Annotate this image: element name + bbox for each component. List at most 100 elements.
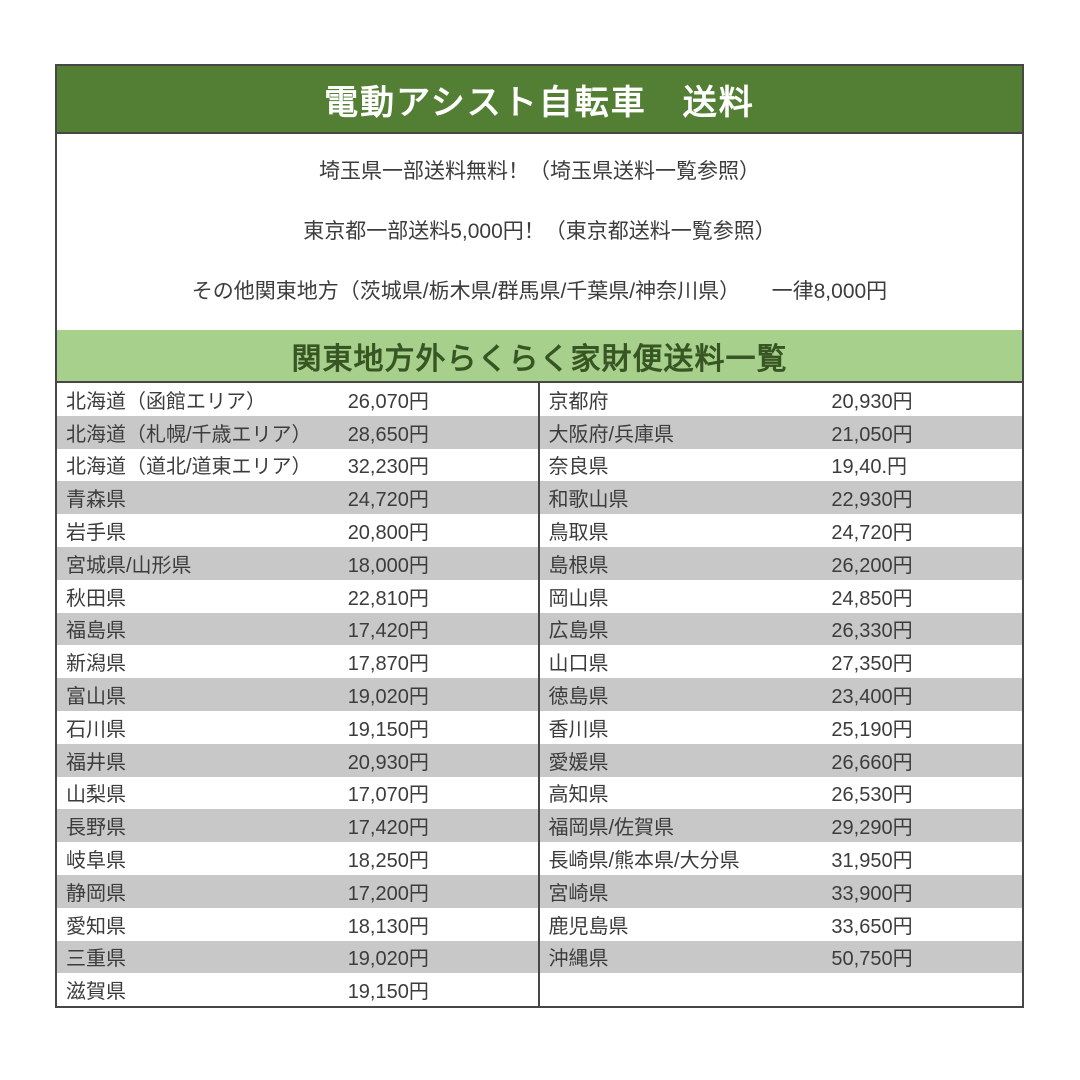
table-row: 福島県 17,420円 (57, 612, 538, 646)
price-cell: 20,800円 (347, 522, 429, 545)
price-cell: 18,000円 (347, 554, 429, 577)
table-row: 岐阜県 18,250円 (57, 842, 538, 875)
fee-table-right-column: 京都府 20,930円大阪府/兵庫県 21,050円奈良県 19,40.円和歌山県 22… (539, 383, 1022, 1007)
table-row: 宮城県/山形県 18,000円 (57, 546, 538, 580)
price-cell: 19,150円 (347, 718, 429, 741)
table-row: 宮崎県 33,900円 (539, 874, 1022, 908)
region-cell: 青森県 (66, 489, 126, 512)
region-cell: 富山県 (66, 686, 126, 709)
note-saitama: 埼玉県一部送料無料！（埼玉県送料一覧参照） (319, 160, 760, 184)
table-row: 広島県 26,330円 (539, 612, 1022, 646)
region-cell: 静岡県 (66, 882, 126, 905)
price-cell: 17,420円 (347, 817, 429, 840)
price-cell: 17,420円 (347, 620, 429, 643)
region-cell: 京都府 (548, 390, 609, 413)
table-row: 鹿児島県 33,650円 (539, 907, 1022, 941)
table-row: 静岡県 17,200円 (57, 874, 538, 908)
region-cell: 愛知県 (66, 915, 126, 938)
region-cell: 島根県 (548, 554, 609, 577)
price-cell: 22,810円 (347, 587, 429, 610)
region-cell: 北海道（札幌/千歳エリア） (66, 423, 312, 446)
page-title: 電動アシスト自転車 送料 (57, 66, 1022, 134)
price-cell: 18,250円 (347, 850, 429, 873)
price-cell: 21,050円 (831, 423, 913, 446)
fee-table-left-column: 北海道（函館エリア） 26,070円 北海道（札幌/千歳エリア） 28,650円 北海道… (57, 383, 540, 1007)
price-cell: 33,900円 (831, 882, 913, 905)
price-cell: 26,660円 (831, 751, 913, 774)
note-other-kanto: その他関東地方（茨城県/栃木県/群馬県/千葉県/神奈川県） 一律8,000円 (191, 280, 888, 304)
price-cell: 20,930円 (831, 390, 913, 413)
region-cell: 新潟県 (66, 653, 126, 676)
price-cell: 28,650円 (347, 423, 429, 446)
table-row: 富山県 19,020円 (57, 678, 538, 711)
table-row: 沖縄県 50,750円 (539, 940, 1022, 974)
region-cell: 北海道（函館エリア） (66, 390, 266, 413)
region-cell: 北海道（道北/道東エリア） (66, 456, 312, 479)
region-cell: 秋田県 (66, 587, 126, 610)
fee-table: 北海道（函館エリア） 26,070円 北海道（札幌/千歳エリア） 28,650円 北海道… (57, 383, 1022, 1007)
table-row: 岡山県 24,850円 (539, 579, 1022, 613)
region-cell: 広島県 (548, 620, 609, 643)
region-cell: 山梨県 (66, 784, 126, 807)
price-cell: 25,190円 (831, 718, 913, 741)
region-cell: 石川県 (66, 718, 126, 741)
region-cell: 高知県 (548, 784, 609, 807)
table-row: 島根県 26,200円 (539, 546, 1022, 580)
region-cell: 和歌山県 (548, 489, 629, 512)
region-cell: 福井県 (66, 751, 126, 774)
region-cell: 福岡県/佐賀県 (548, 817, 675, 840)
price-cell: 27,350円 (831, 653, 913, 676)
table-row: 長野県 17,420円 (57, 809, 538, 843)
table-row: 山梨県 17,070円 (57, 776, 538, 810)
table-row: 北海道（札幌/千歳エリア） 28,650円 (57, 415, 538, 449)
table-row: 大阪府/兵庫県 21,050円 (539, 415, 1022, 449)
shipping-notes: 埼玉県一部送料無料！（埼玉県送料一覧参照） 東京都一部送料5,000円！（東京都… (57, 134, 1022, 330)
price-cell: 26,530円 (831, 784, 913, 807)
region-cell: 福島県 (66, 620, 126, 643)
table-row: 奈良県 19,40.円 (539, 448, 1022, 482)
table-row: 高知県 26,530円 (539, 776, 1022, 810)
region-cell: 三重県 (66, 948, 126, 971)
region-cell: 香川県 (548, 718, 609, 741)
price-cell: 26,200円 (831, 554, 913, 577)
price-cell: 19,020円 (347, 686, 429, 709)
price-cell: 19,40.円 (831, 456, 908, 479)
price-cell: 24,720円 (831, 522, 913, 545)
table-row: 青森県 24,720円 (57, 481, 538, 515)
table-row: 秋田県 22,810円 (57, 579, 538, 613)
region-cell: 岩手県 (66, 522, 126, 545)
table-row: 福岡県/佐賀県 29,290円 (539, 809, 1022, 843)
table-row: 石川県 19,150円 (57, 710, 538, 744)
region-cell: 大阪府/兵庫県 (548, 423, 675, 446)
price-cell: 26,070円 (347, 390, 429, 413)
price-cell: 20,930円 (347, 751, 429, 774)
region-cell: 徳島県 (548, 686, 609, 709)
region-cell: 長野県 (66, 817, 126, 840)
fee-table-title: 関東地方外らくらく家財便送料一覧 (57, 330, 1022, 383)
table-row: 香川県 25,190円 (539, 710, 1022, 744)
price-cell: 50,750円 (831, 948, 913, 971)
region-cell: 奈良県 (548, 456, 609, 479)
note-tokyo: 東京都一部送料5,000円！（東京都送料一覧参照） (303, 220, 776, 244)
region-cell: 宮城県/山形県 (66, 554, 192, 577)
table-row: 徳島県 23,400円 (539, 678, 1022, 711)
region-cell: 岐阜県 (66, 850, 126, 873)
price-cell: 29,290円 (831, 817, 913, 840)
price-cell: 17,070円 (347, 784, 429, 807)
table-row: 長崎県/熊本県/大分県 31,950円 (539, 842, 1022, 875)
table-row: 三重県 19,020円 (57, 940, 538, 974)
table-row: 鳥取県 24,720円 (539, 514, 1022, 547)
price-cell: 17,200円 (347, 882, 429, 905)
table-row: 滋賀県 19,150円 (57, 973, 538, 1007)
price-cell: 18,130円 (347, 915, 429, 938)
region-cell: 長崎県/熊本県/大分県 (548, 850, 740, 873)
price-cell: 32,230円 (347, 456, 429, 479)
price-cell: 22,930円 (831, 489, 913, 512)
table-row: 福井県 20,930円 (57, 743, 538, 777)
region-cell: 鹿児島県 (548, 915, 629, 938)
price-cell: 33,650円 (831, 915, 913, 938)
price-cell: 26,330円 (831, 620, 913, 643)
table-row: 京都府 20,930円 (539, 383, 1022, 416)
table-row: 岩手県 20,800円 (57, 514, 538, 547)
region-cell: 鳥取県 (548, 522, 609, 545)
